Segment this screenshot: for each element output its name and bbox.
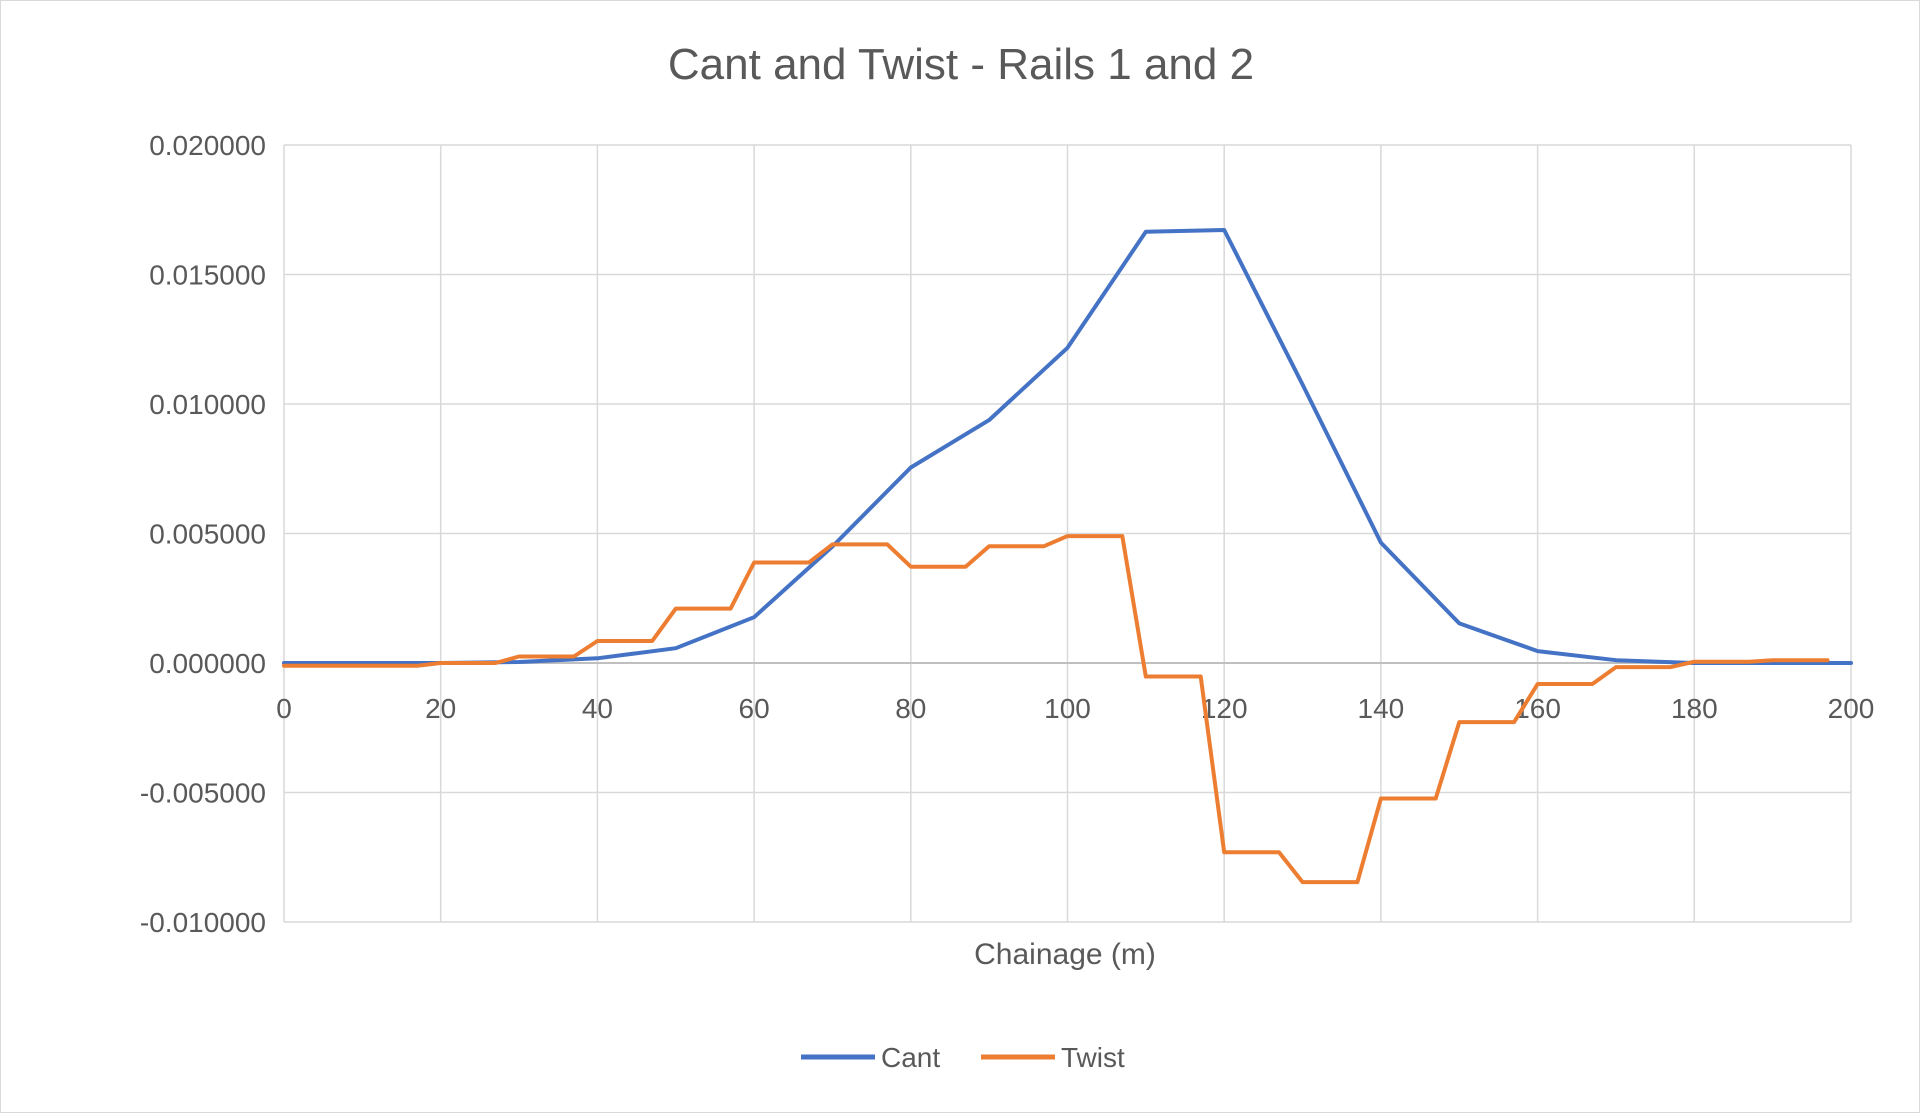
legend-label-twist: Twist: [1061, 1042, 1125, 1073]
y-tick-label: 0.020000: [149, 130, 266, 161]
x-tick-label: 40: [582, 693, 613, 724]
x-tick-label: 20: [425, 693, 456, 724]
gridlines: [283, 144, 1852, 923]
x-tick-label: 120: [1201, 693, 1248, 724]
series-line-cant: [282, 228, 1853, 665]
x-axis-ticks: 0 20 40 60 80 100 120 140 160 180 200: [276, 693, 1874, 724]
y-tick-label: 0.015000: [149, 260, 266, 291]
plot-series: [282, 228, 1853, 885]
series-line-twist: [282, 534, 1830, 885]
chart-title: Cant and Twist - Rails 1 and 2: [668, 40, 1254, 89]
x-axis-title: Chainage (m): [974, 938, 1156, 971]
y-tick-label: 0.010000: [149, 389, 266, 420]
y-axis-ticks: 0.020000 0.015000 0.010000 0.005000 0.000000…: [140, 130, 266, 938]
x-tick-label: 140: [1358, 693, 1405, 724]
x-tick-label: 80: [895, 693, 926, 724]
legend-label-cant: Cant: [881, 1042, 940, 1073]
y-tick-label: -0.005000: [140, 778, 266, 809]
x-tick-label: 200: [1828, 693, 1875, 724]
x-tick-label: 180: [1671, 693, 1718, 724]
legend: Cant Twist: [801, 1042, 1125, 1073]
x-tick-label: 100: [1044, 693, 1091, 724]
x-tick-label: 60: [739, 693, 770, 724]
x-tick-label: 0: [276, 693, 292, 724]
y-tick-label: -0.010000: [140, 907, 266, 938]
y-tick-label: 0.005000: [149, 519, 266, 550]
y-tick-label: 0.000000: [149, 648, 266, 679]
